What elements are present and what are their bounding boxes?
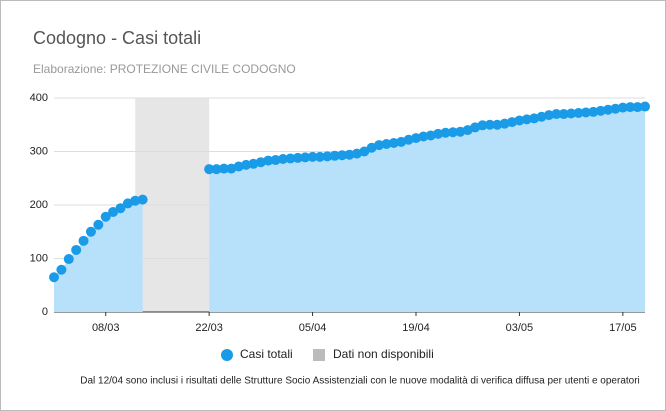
point [580, 107, 591, 118]
point [285, 153, 296, 164]
point [322, 151, 333, 162]
x-tick-label: 19/04 [402, 322, 430, 334]
point [418, 131, 429, 142]
y-tick-label: 400 [30, 92, 48, 104]
point [278, 153, 289, 164]
point [115, 203, 126, 214]
y-tick-label: 0 [42, 306, 48, 318]
point [292, 152, 303, 163]
point [137, 194, 148, 205]
point [573, 107, 584, 118]
point [551, 109, 562, 120]
point [588, 106, 599, 117]
point [204, 164, 215, 175]
point [514, 115, 525, 126]
x-tick-label: 22/03 [195, 322, 223, 334]
point [610, 103, 621, 114]
point [543, 110, 554, 121]
x-tick-label: 05/04 [299, 322, 327, 334]
point [71, 244, 82, 255]
legend-marker [313, 349, 325, 361]
legend-label: Casi totali [240, 347, 293, 361]
note: Dal 12/04 sono inclusi i risultati delle… [80, 376, 640, 387]
point [632, 102, 643, 113]
x-tick-label: 17/05 [609, 322, 637, 334]
point [63, 254, 74, 265]
point [433, 128, 444, 139]
point [241, 159, 252, 170]
point [558, 109, 569, 120]
point [374, 140, 385, 151]
point [625, 102, 636, 113]
point [388, 137, 399, 148]
point [603, 104, 614, 115]
point [78, 235, 89, 246]
point [270, 155, 281, 166]
y-tick-label: 300 [30, 145, 48, 157]
point [300, 152, 311, 163]
point [56, 264, 67, 275]
point [617, 102, 628, 113]
point [130, 195, 141, 206]
point [381, 139, 392, 150]
point [337, 150, 348, 161]
point [640, 101, 650, 112]
point [85, 226, 96, 237]
point [477, 120, 488, 131]
point [521, 114, 532, 125]
area [54, 199, 143, 312]
point [100, 211, 111, 222]
chart-subtitle: Elaborazione: PROTEZIONE CIVILE CODOGNO [33, 62, 296, 76]
point [108, 206, 119, 217]
point [49, 272, 59, 283]
y-tick-label: 100 [30, 252, 48, 264]
x-tick-label: 08/03 [92, 322, 120, 334]
legend-label: Dati non disponibili [333, 347, 434, 361]
chart-title: Codogno - Casi totali [33, 28, 201, 48]
point [307, 151, 318, 162]
point [440, 127, 451, 138]
point [484, 119, 495, 130]
point [93, 219, 104, 230]
point [447, 127, 458, 138]
point [211, 164, 222, 175]
point [566, 108, 577, 119]
point [359, 146, 370, 157]
point [263, 155, 274, 166]
point [595, 105, 606, 116]
legend-marker [221, 349, 233, 361]
y-tick-label: 200 [30, 199, 48, 211]
x-tick-label: 03/05 [506, 322, 534, 334]
point [329, 150, 340, 161]
point [314, 151, 325, 162]
point [492, 119, 503, 130]
point [344, 149, 355, 160]
point [218, 163, 229, 174]
